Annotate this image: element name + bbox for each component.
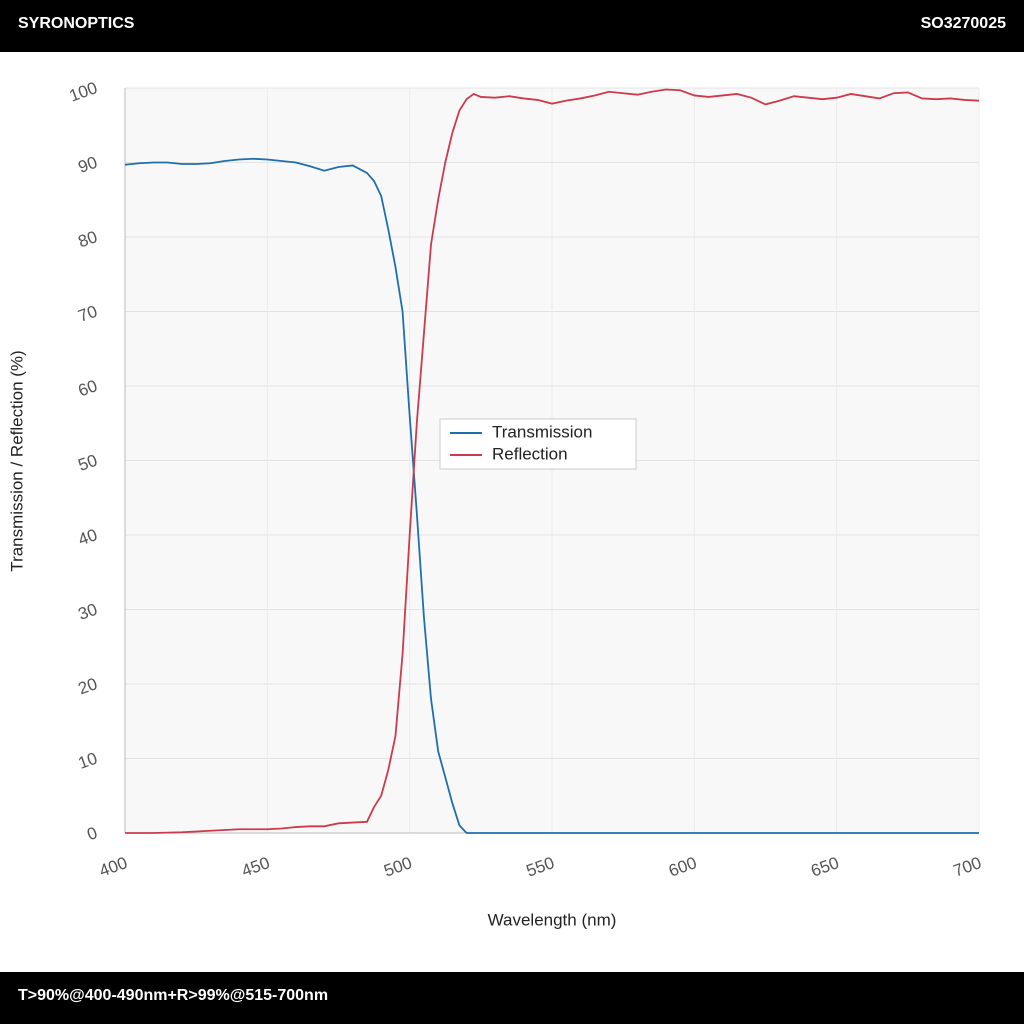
y-tick-label: 20 <box>76 674 100 698</box>
y-tick-label: 30 <box>76 600 100 624</box>
y-tick-label: 70 <box>76 302 100 326</box>
series-line <box>125 88 980 834</box>
y-tick-label: 80 <box>76 227 100 251</box>
x-tick-label: 550 <box>524 853 557 881</box>
y-axis-label: Transmission / Reflection (%) <box>7 350 26 571</box>
legend-label: Reflection <box>492 444 568 463</box>
footer: T>90%@400-490nm+R>99%@515-700nm <box>0 972 1024 1024</box>
x-axis-label: Wavelength (nm) <box>488 910 617 929</box>
x-tick-label: 400 <box>97 853 130 881</box>
y-tick-label: 100 <box>67 78 100 106</box>
header: SYRONOPTICS SO3270025 <box>0 0 1024 52</box>
series-line <box>124 157 979 834</box>
y-tick-label: 60 <box>76 376 100 400</box>
legend-box <box>439 418 637 470</box>
x-tick-label: 650 <box>808 853 841 881</box>
footer-text: T>90%@400-490nm+R>99%@515-700nm <box>18 987 329 1004</box>
y-tick-label: 40 <box>76 525 100 549</box>
x-tick-label: 600 <box>666 853 699 881</box>
y-tick-label: 50 <box>76 451 100 475</box>
x-tick-label: 700 <box>951 853 984 881</box>
product-code: SO3270025 <box>920 15 1006 32</box>
y-tick-label: 10 <box>76 749 100 773</box>
y-tick-label: 0 <box>85 823 100 844</box>
chart: Wavelength (nm) Transmission / Reflectio… <box>7 78 984 929</box>
x-tick-label: 450 <box>239 853 272 881</box>
x-tick-label: 500 <box>381 853 414 881</box>
legend-label: Transmission <box>492 422 592 441</box>
y-tick-label: 90 <box>76 153 100 177</box>
brand: SYRONOPTICS <box>18 15 135 32</box>
